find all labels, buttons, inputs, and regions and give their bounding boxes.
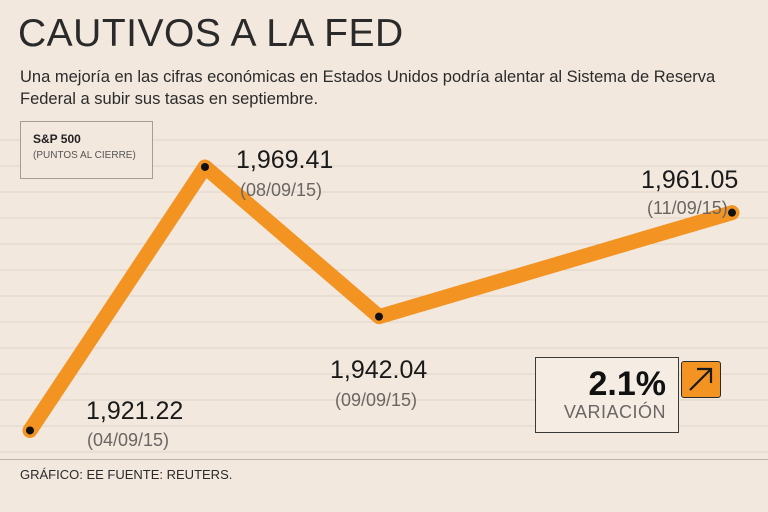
data-point xyxy=(728,208,736,217)
legend-box: S&P 500 (PUNTOS AL CIERRE) xyxy=(20,121,153,179)
point-date-label: (08/09/15) xyxy=(240,180,323,200)
legend-subtitle: (PUNTOS AL CIERRE) xyxy=(33,150,136,161)
legend-title: S&P 500 xyxy=(33,132,81,146)
point-date-label: (09/09/15) xyxy=(335,390,418,410)
arrow-up-right-icon xyxy=(689,367,713,391)
point-value-label: 1,921.22 xyxy=(86,397,184,425)
data-point xyxy=(375,312,383,321)
data-point xyxy=(26,426,34,435)
point-date-label: (04/09/15) xyxy=(87,430,170,450)
series-line-sp500 xyxy=(22,159,740,438)
variation-value: 2.1% xyxy=(588,365,667,403)
arrow-up-right-icon xyxy=(681,361,721,398)
line-chart xyxy=(0,139,768,453)
variation-box: 2.1% VARIACIÓN xyxy=(535,357,679,433)
point-date-label: (11/09/15) xyxy=(647,198,728,218)
point-value-label: 1,961.05 xyxy=(641,166,739,194)
data-point xyxy=(201,162,209,171)
page-title: CAUTIVOS A LA FED xyxy=(18,12,404,55)
variation-label: VARIACIÓN xyxy=(563,402,666,422)
footer-source: GRÁFICO: EE FUENTE: REUTERS. xyxy=(20,467,233,482)
point-value-label: 1,969.41 xyxy=(236,146,334,174)
point-value-label: 1,942.04 xyxy=(330,356,428,384)
data-points xyxy=(26,162,736,435)
page-subtitle: Una mejoría en las cifras económicas en … xyxy=(20,68,716,108)
footer-divider xyxy=(0,459,768,460)
